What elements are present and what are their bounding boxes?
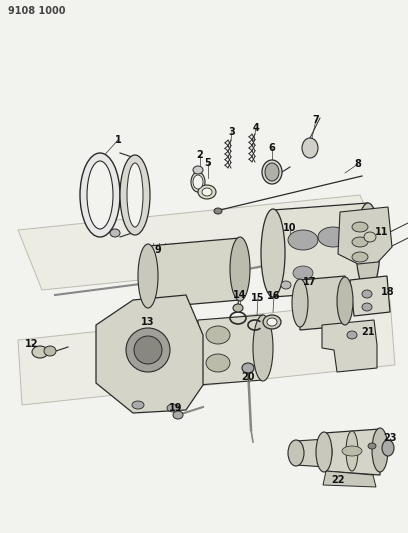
Ellipse shape bbox=[167, 404, 179, 412]
Ellipse shape bbox=[342, 446, 362, 456]
Polygon shape bbox=[198, 315, 263, 385]
Text: 21: 21 bbox=[361, 327, 375, 337]
Ellipse shape bbox=[288, 440, 304, 466]
Ellipse shape bbox=[346, 431, 358, 471]
Text: 19: 19 bbox=[169, 403, 183, 413]
Ellipse shape bbox=[337, 277, 353, 325]
Ellipse shape bbox=[126, 328, 170, 372]
Ellipse shape bbox=[44, 346, 56, 356]
Ellipse shape bbox=[320, 439, 332, 465]
Ellipse shape bbox=[262, 160, 282, 184]
Ellipse shape bbox=[362, 303, 372, 311]
Text: 22: 22 bbox=[331, 475, 345, 485]
Polygon shape bbox=[322, 320, 377, 372]
Ellipse shape bbox=[132, 401, 144, 409]
Ellipse shape bbox=[193, 166, 203, 174]
Text: 12: 12 bbox=[25, 339, 39, 349]
Polygon shape bbox=[18, 300, 395, 405]
Polygon shape bbox=[338, 207, 392, 264]
Ellipse shape bbox=[191, 172, 205, 192]
Text: 1: 1 bbox=[115, 135, 121, 145]
Polygon shape bbox=[300, 276, 345, 330]
Text: 16: 16 bbox=[267, 291, 281, 301]
Text: 15: 15 bbox=[251, 293, 265, 303]
Ellipse shape bbox=[242, 363, 254, 373]
Ellipse shape bbox=[193, 175, 203, 189]
Polygon shape bbox=[324, 429, 380, 475]
Ellipse shape bbox=[292, 279, 308, 327]
Ellipse shape bbox=[80, 153, 120, 237]
Ellipse shape bbox=[372, 428, 388, 472]
Ellipse shape bbox=[120, 155, 150, 235]
Ellipse shape bbox=[302, 138, 318, 158]
Ellipse shape bbox=[206, 326, 230, 344]
Ellipse shape bbox=[214, 208, 222, 214]
Text: 6: 6 bbox=[268, 143, 275, 153]
Text: 10: 10 bbox=[283, 223, 297, 233]
Text: 9108 1000: 9108 1000 bbox=[8, 6, 66, 16]
Ellipse shape bbox=[364, 232, 376, 242]
Ellipse shape bbox=[352, 222, 368, 232]
Text: 5: 5 bbox=[205, 158, 211, 168]
Ellipse shape bbox=[138, 244, 158, 308]
Ellipse shape bbox=[32, 346, 48, 358]
Ellipse shape bbox=[288, 230, 318, 250]
Ellipse shape bbox=[233, 304, 243, 312]
Text: 7: 7 bbox=[313, 115, 319, 125]
Ellipse shape bbox=[253, 315, 273, 381]
Ellipse shape bbox=[352, 252, 368, 262]
Ellipse shape bbox=[352, 237, 368, 247]
Polygon shape bbox=[18, 195, 385, 290]
Ellipse shape bbox=[265, 163, 279, 181]
Ellipse shape bbox=[382, 440, 394, 456]
Ellipse shape bbox=[261, 209, 285, 297]
Text: 23: 23 bbox=[383, 433, 397, 443]
Text: 4: 4 bbox=[253, 123, 259, 133]
Ellipse shape bbox=[87, 161, 113, 229]
Polygon shape bbox=[273, 203, 368, 297]
Ellipse shape bbox=[347, 331, 357, 339]
Text: 20: 20 bbox=[241, 372, 255, 382]
Text: 17: 17 bbox=[303, 277, 317, 287]
Ellipse shape bbox=[318, 227, 348, 247]
Ellipse shape bbox=[356, 203, 380, 291]
Ellipse shape bbox=[368, 443, 376, 449]
Polygon shape bbox=[323, 471, 376, 487]
Ellipse shape bbox=[230, 237, 250, 301]
Polygon shape bbox=[296, 439, 326, 467]
Polygon shape bbox=[148, 238, 240, 308]
Text: 13: 13 bbox=[141, 317, 155, 327]
Ellipse shape bbox=[110, 229, 120, 237]
Polygon shape bbox=[96, 295, 203, 413]
Ellipse shape bbox=[316, 432, 332, 472]
Ellipse shape bbox=[267, 318, 277, 326]
Ellipse shape bbox=[293, 266, 313, 280]
Text: 9: 9 bbox=[155, 245, 162, 255]
Ellipse shape bbox=[173, 411, 183, 419]
Text: 11: 11 bbox=[375, 227, 389, 237]
Ellipse shape bbox=[281, 281, 291, 289]
Polygon shape bbox=[350, 276, 390, 316]
Ellipse shape bbox=[202, 188, 212, 196]
Ellipse shape bbox=[365, 237, 381, 249]
Text: 14: 14 bbox=[233, 290, 247, 300]
Ellipse shape bbox=[127, 163, 143, 227]
Ellipse shape bbox=[263, 315, 281, 329]
Text: 8: 8 bbox=[355, 159, 361, 169]
Text: 3: 3 bbox=[228, 127, 235, 137]
Ellipse shape bbox=[206, 354, 230, 372]
Ellipse shape bbox=[362, 290, 372, 298]
Text: 18: 18 bbox=[381, 287, 395, 297]
Text: 2: 2 bbox=[197, 150, 203, 160]
Ellipse shape bbox=[134, 336, 162, 364]
Ellipse shape bbox=[198, 185, 216, 199]
